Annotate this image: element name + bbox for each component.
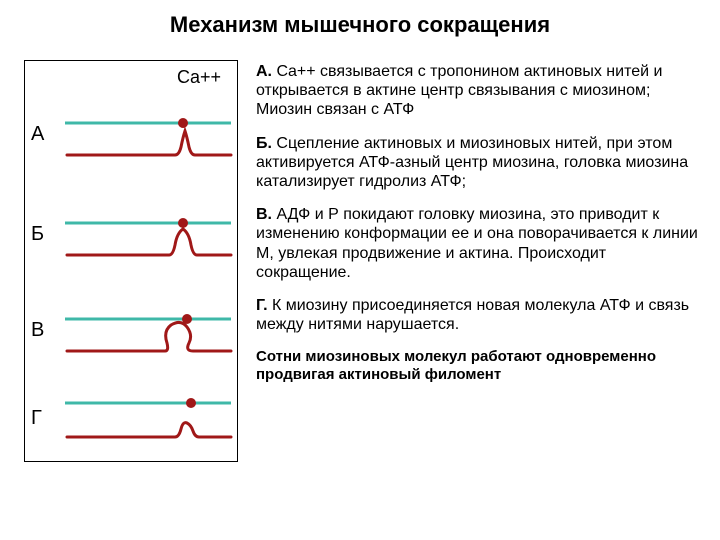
diagram-panel-Г: Г [25, 373, 237, 463]
troponin-dot [178, 218, 188, 228]
description-А: А. Ca++ связывается с тропонином актинов… [256, 62, 704, 120]
description-text: Ca++ связывается с тропонином актиновых … [256, 63, 662, 118]
myosin-filament [67, 322, 231, 351]
panel-svg [55, 189, 235, 279]
myosin-filament [67, 423, 231, 437]
page: Механизм мышечного сокращения Ca++ АБВГ … [0, 0, 720, 540]
description-lead: В. [256, 206, 272, 223]
panel-svg [55, 285, 235, 375]
description-text: К миозину присоединяется новая молекула … [256, 297, 689, 333]
troponin-dot [186, 398, 196, 408]
panel-svg [55, 373, 235, 463]
description-text: Сцепление актиновых и миозиновых нитей, … [256, 135, 688, 190]
panel-label: Г [31, 407, 42, 430]
footer-text: Сотни миозиновых молекул работают одновр… [256, 348, 704, 384]
troponin-dot [178, 118, 188, 128]
diagram-panel-Б: Б [25, 189, 237, 279]
description-lead: Г. [256, 297, 268, 314]
myosin-filament [67, 131, 231, 155]
panel-label: В [31, 319, 44, 342]
descriptions-column: А. Ca++ связывается с тропонином актинов… [256, 62, 704, 384]
description-Б: Б. Сцепление актиновых и миозиновых ните… [256, 134, 704, 192]
panel-label: Б [31, 223, 44, 246]
myosin-filament [67, 229, 231, 255]
description-В: В. АДФ и Р покидают головку миозина, это… [256, 205, 704, 282]
panel-label: А [31, 123, 44, 146]
description-lead: А. [256, 63, 272, 80]
diagram-box: Ca++ А Б В Г [24, 60, 238, 462]
diagram-panel-В: В [25, 285, 237, 375]
diagram-panel-А: А [25, 89, 237, 179]
description-text: АДФ и Р покидают головку миозина, это пр… [256, 206, 698, 281]
description-Г: Г. К миозину присоединяется новая молеку… [256, 296, 704, 334]
description-lead: Б. [256, 135, 272, 152]
panel-svg [55, 89, 235, 179]
calcium-label: Ca++ [177, 67, 221, 88]
page-title: Механизм мышечного сокращения [0, 12, 720, 38]
